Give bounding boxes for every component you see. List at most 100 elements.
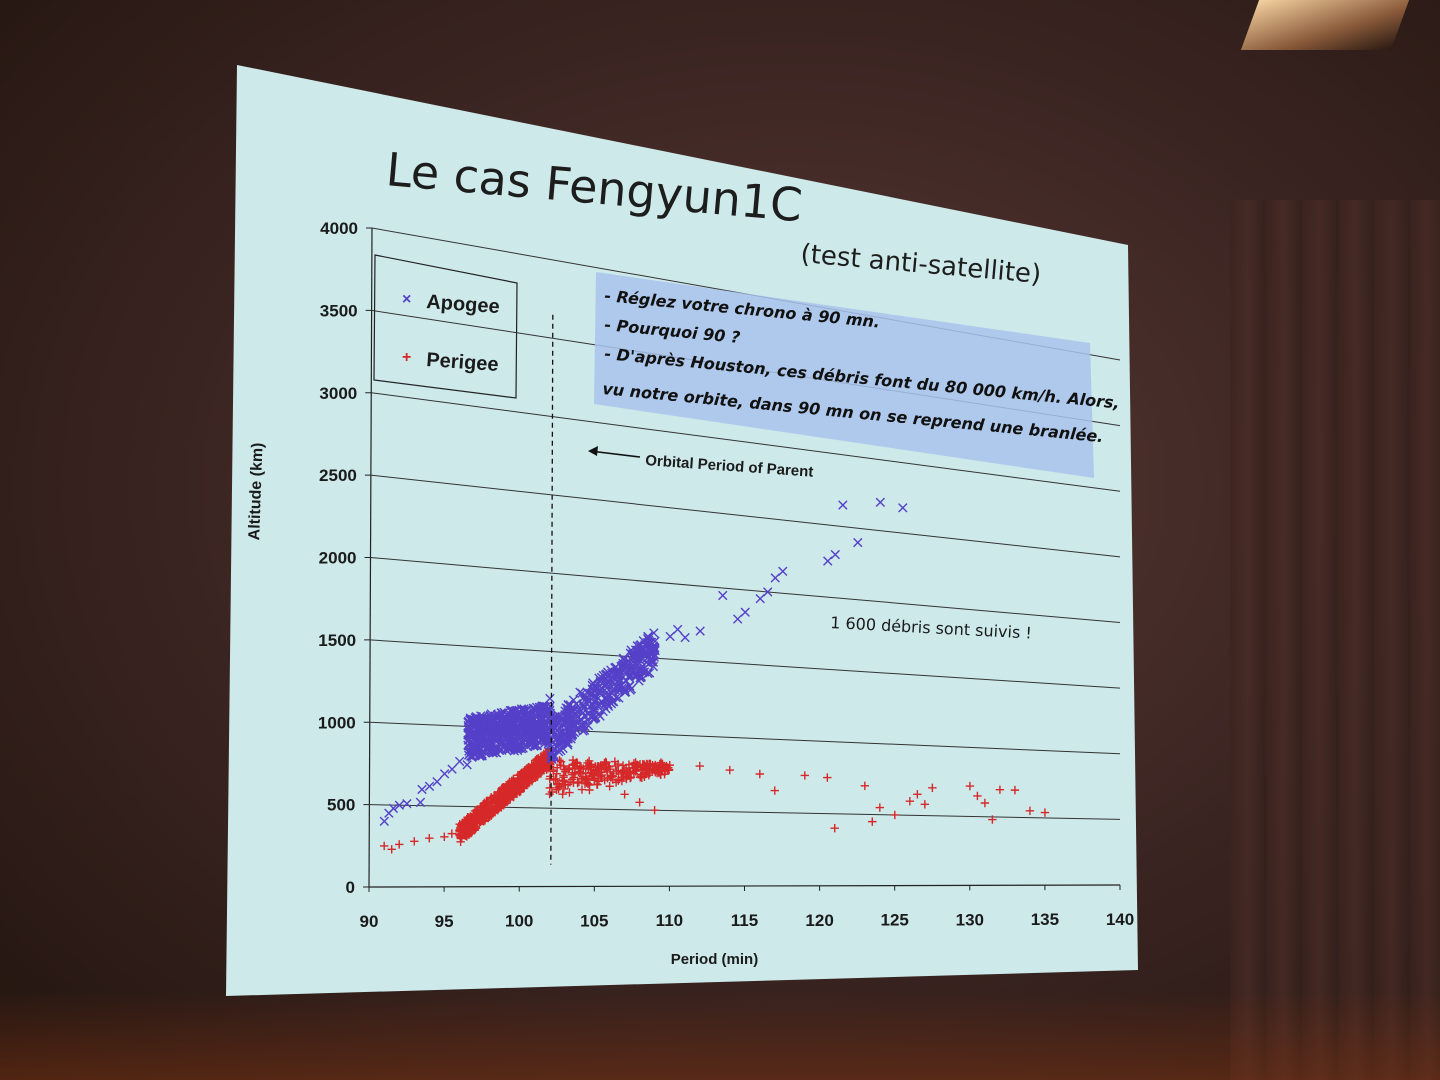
perigee-point	[618, 761, 628, 770]
apogee-point	[574, 704, 585, 715]
apogee-point	[475, 733, 486, 744]
apogee-point	[447, 764, 457, 774]
apogee-point	[510, 706, 520, 716]
note-box: - Réglez votre chrono à 90 mn. - Pourquo…	[594, 272, 1120, 478]
perigee-point	[800, 771, 810, 780]
perigee-point	[577, 785, 587, 794]
apogee-point	[508, 706, 519, 717]
apogee-point	[468, 715, 478, 725]
perigee-point	[560, 777, 569, 786]
perigee-point	[860, 781, 870, 791]
gridline-y	[370, 639, 1121, 689]
perigee-point	[980, 798, 990, 808]
x-tick-label: 115	[731, 911, 758, 930]
gridline-y	[370, 557, 1121, 623]
apogee-point	[454, 756, 465, 767]
apogee-point	[633, 646, 643, 657]
perigee-point	[905, 796, 915, 806]
perigee-point	[471, 823, 481, 833]
perigee-point	[645, 759, 654, 769]
apogee-point	[561, 703, 571, 713]
x-tick-label: 90	[360, 912, 379, 931]
perigee-point	[425, 834, 434, 843]
perigee-point	[641, 768, 651, 778]
apogee-point	[610, 663, 620, 673]
perigee-point	[546, 772, 555, 781]
apogee-point	[732, 614, 743, 624]
apogee-point	[554, 736, 564, 747]
perigee-point	[988, 815, 997, 824]
apogee-point	[551, 719, 561, 730]
apogee-point	[665, 631, 675, 642]
apogee-point	[590, 704, 600, 715]
perigee-point	[614, 766, 623, 776]
perigee-point	[493, 806, 502, 815]
apogee-point	[439, 769, 450, 779]
perigee-point	[380, 841, 389, 851]
legend: × Apogee + Perigee	[373, 254, 518, 399]
apogee-point	[498, 714, 509, 724]
perigee-point	[387, 845, 396, 854]
perigee-point	[565, 788, 574, 797]
apogee-point	[594, 673, 604, 683]
apogee-point	[417, 784, 427, 795]
apogee-point	[479, 717, 489, 727]
apogee-point	[466, 729, 476, 739]
apogee-point	[596, 697, 607, 707]
apogee-point	[507, 735, 517, 745]
perigee-point	[494, 804, 504, 813]
y-tick-label: 500	[327, 796, 355, 815]
apogee-point	[483, 713, 494, 723]
perigee-point	[480, 814, 489, 823]
apogee-series	[379, 497, 908, 827]
apogee-point	[462, 760, 472, 770]
perigee-point	[410, 837, 419, 846]
room-curtain	[1230, 200, 1440, 1080]
perigee-point	[568, 770, 577, 779]
perigee-point	[489, 804, 498, 814]
perigee-point	[522, 780, 531, 789]
slide-background	[226, 65, 1138, 996]
perigee-point	[605, 782, 614, 791]
apogee-point	[584, 696, 594, 707]
apogee-point	[538, 723, 549, 734]
x-tick-label: 130	[956, 910, 984, 929]
perigee-point	[725, 765, 734, 775]
perigee-point	[536, 757, 545, 766]
perigee-point	[658, 763, 668, 772]
apogee-point	[536, 702, 547, 712]
perigee-point	[488, 794, 498, 803]
perigee-point	[574, 767, 583, 777]
perigee-point	[635, 759, 645, 769]
perigee-point	[1010, 785, 1020, 795]
perigee-point	[600, 775, 609, 785]
apogee-point	[649, 642, 660, 653]
apogee-point	[564, 720, 574, 730]
perigee-point	[488, 808, 498, 818]
perigee-point	[527, 760, 536, 769]
apogee-point	[583, 709, 593, 719]
apogee-point	[823, 556, 833, 566]
perigee-point	[508, 790, 517, 799]
perigee-point	[499, 787, 508, 797]
x-tick-label: 110	[656, 911, 683, 930]
x-tick-labels: 90 95 100 105 110 115 120 125 130 135 140	[360, 910, 1135, 931]
note-box-background	[594, 272, 1094, 478]
perigee-point	[577, 774, 586, 783]
perigee-point	[913, 790, 922, 799]
apogee-point	[523, 712, 534, 723]
y-tick-label: 1500	[318, 631, 356, 650]
apogee-point	[480, 748, 490, 758]
apogee-point	[479, 738, 489, 748]
apogee-point	[465, 726, 475, 736]
perigee-point	[571, 759, 580, 768]
perigee-point	[928, 783, 937, 792]
perigee-point	[509, 778, 518, 787]
perigee-point	[603, 767, 612, 777]
perigee-point	[868, 817, 877, 826]
perigee-point	[572, 758, 581, 767]
perigee-point	[462, 831, 471, 840]
perigee-point	[584, 764, 593, 774]
legend-perigee-marker: +	[402, 349, 411, 366]
